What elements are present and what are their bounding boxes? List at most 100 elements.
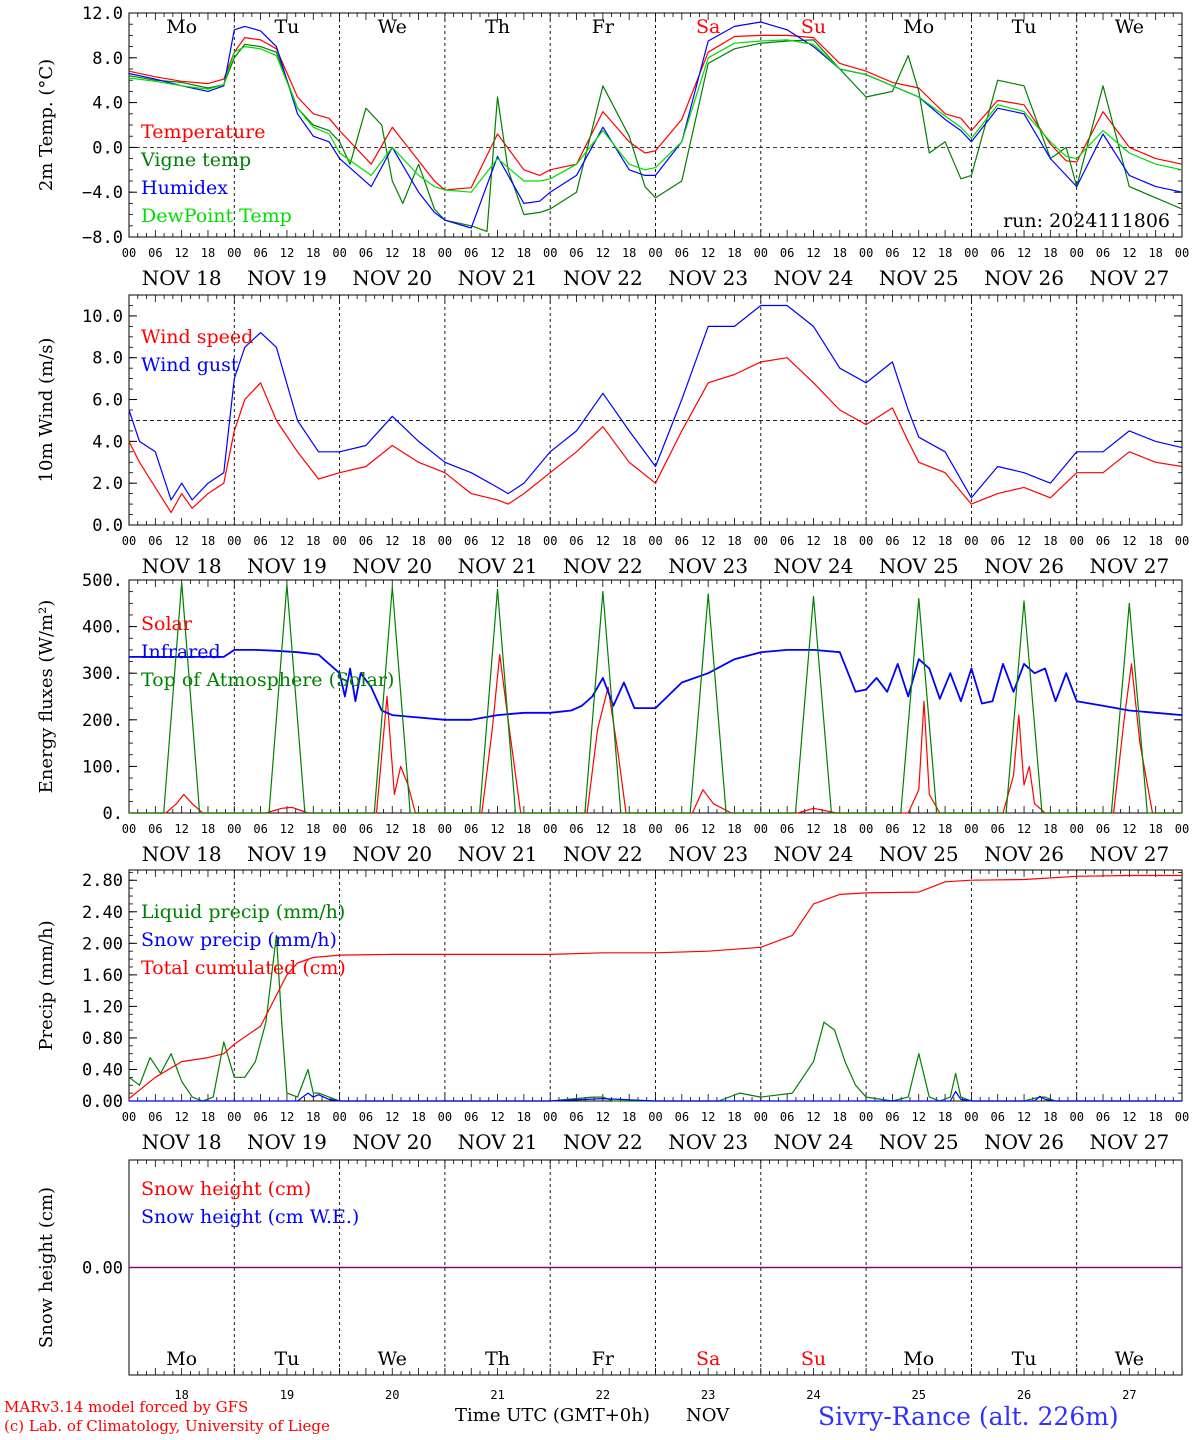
hour-tick-label: 06 <box>464 822 478 836</box>
hour-tick-label: 06 <box>148 534 162 548</box>
hour-tick-label: 06 <box>675 822 689 836</box>
date-label: NOV 20 <box>352 554 432 578</box>
hour-tick-label: 12 <box>280 246 294 260</box>
legend-entry: Top of Atmosphere (Solar) <box>141 669 394 691</box>
hour-tick-label: 12 <box>174 534 188 548</box>
y-tick-label: 10.0 <box>82 307 123 327</box>
hour-tick-label: 06 <box>253 822 267 836</box>
hour-tick-label: 18 <box>727 246 741 260</box>
footer-model-credit: MARv3.14 model forced by GFS <box>4 1398 249 1416</box>
legend-entry: Snow height (cm W.E.) <box>141 1206 359 1228</box>
footer-station-label: Sivry-Rance (alt. 226m) <box>818 1402 1119 1431</box>
hour-tick-label: 12 <box>490 1110 504 1124</box>
hour-tick-label: 12 <box>596 1110 610 1124</box>
hour-tick-label: 00 <box>1175 822 1189 836</box>
y-tick-label: 400. <box>82 618 123 638</box>
hour-tick-label: 18 <box>517 822 531 836</box>
hour-tick-label: 06 <box>359 534 373 548</box>
y-tick-label: 500. <box>82 571 123 591</box>
hour-tick-label: 18 <box>938 534 952 548</box>
hour-tick-label: 00 <box>227 246 241 260</box>
date-label: NOV 24 <box>774 842 854 866</box>
hour-tick-label: 12 <box>701 246 715 260</box>
y-tick-label: 2.00 <box>82 934 123 954</box>
hour-tick-label: 18 <box>1148 822 1162 836</box>
day-number-label: 22 <box>596 1388 610 1402</box>
hour-tick-label: 12 <box>385 534 399 548</box>
hour-tick-label: 00 <box>964 1110 978 1124</box>
hour-tick-label: 18 <box>622 822 636 836</box>
hour-tick-label: 18 <box>1043 1110 1057 1124</box>
day-name-label: Fr <box>592 1348 615 1370</box>
hour-tick-label: 18 <box>727 1110 741 1124</box>
day-name-label: Sa <box>696 16 720 38</box>
legend-entry: DewPoint Temp <box>141 205 292 227</box>
hour-tick-label: 12 <box>912 822 926 836</box>
hour-tick-label: 18 <box>411 822 425 836</box>
y-tick-label: 0.00 <box>82 1259 123 1279</box>
hour-tick-label: 00 <box>543 246 557 260</box>
hour-tick-label: 12 <box>1017 246 1031 260</box>
hour-tick-label: 18 <box>306 534 320 548</box>
hour-tick-label: 06 <box>1096 822 1110 836</box>
hour-tick-label: 18 <box>833 534 847 548</box>
hour-tick-label: 06 <box>780 822 794 836</box>
date-label: NOV 20 <box>352 266 432 290</box>
day-name-label: Tu <box>1012 16 1037 38</box>
series-line <box>128 39 1183 193</box>
hour-tick-label: 12 <box>596 822 610 836</box>
hour-tick-label: 12 <box>912 246 926 260</box>
hour-tick-label: 12 <box>385 246 399 260</box>
series-line <box>128 304 1183 501</box>
hour-tick-label: 06 <box>359 1110 373 1124</box>
hour-tick-label: 12 <box>701 534 715 548</box>
date-label: NOV 21 <box>458 554 538 578</box>
hour-tick-label: 18 <box>201 1110 215 1124</box>
day-name-label: Mo <box>166 1348 197 1370</box>
hour-tick-label: 00 <box>122 1110 136 1124</box>
day-number-label: 23 <box>701 1388 715 1402</box>
date-label: NOV 23 <box>668 554 748 578</box>
date-label: NOV 18 <box>142 842 222 866</box>
legend-entry: Liquid precip (mm/h) <box>141 901 345 923</box>
y-tick-label: 0.00 <box>82 1092 123 1112</box>
y-tick-label: 0. <box>103 804 123 824</box>
hour-tick-label: 00 <box>332 246 346 260</box>
legend-entry: Temperature <box>141 121 265 143</box>
hour-tick-label: 12 <box>1122 246 1136 260</box>
hour-tick-label: 00 <box>543 822 557 836</box>
day-name-label: Mo <box>903 1348 934 1370</box>
hour-tick-label: 12 <box>806 534 820 548</box>
legend-entry: Total cumulated (cm) <box>141 957 346 979</box>
hour-tick-label: 12 <box>806 822 820 836</box>
hour-tick-label: 00 <box>1069 534 1083 548</box>
hour-tick-label: 00 <box>122 822 136 836</box>
hour-tick-label: 06 <box>253 246 267 260</box>
hour-tick-label: 06 <box>675 246 689 260</box>
hour-tick-label: 12 <box>174 1110 188 1124</box>
day-number-label: 27 <box>1122 1388 1136 1402</box>
date-label: NOV 24 <box>774 554 854 578</box>
day-name-label: Tu <box>274 1348 299 1370</box>
date-label: NOV 22 <box>563 842 643 866</box>
hour-tick-label: 12 <box>280 1110 294 1124</box>
hour-tick-label: 00 <box>332 822 346 836</box>
hour-tick-label: 12 <box>174 246 188 260</box>
y-tick-label: 4.0 <box>92 432 123 452</box>
hour-tick-label: 18 <box>411 534 425 548</box>
hour-tick-label: 12 <box>596 246 610 260</box>
hour-tick-label: 06 <box>253 534 267 548</box>
date-label: NOV 21 <box>458 1130 538 1154</box>
date-label: NOV 18 <box>142 554 222 578</box>
legend-entry: Infrared <box>141 641 221 663</box>
legend-entry: Wind gust <box>141 354 239 376</box>
temperature-panel: 12.0 8.0 4.0 0.0 −4.0 −8.0 2m Temp. (°C) 00 06 12… <box>36 4 1189 290</box>
hour-tick-label: 00 <box>859 822 873 836</box>
day-name-label: Th <box>485 16 510 38</box>
hour-tick-label: 06 <box>569 822 583 836</box>
legend-entry: Wind speed <box>141 326 253 348</box>
hour-tick-label: 18 <box>306 246 320 260</box>
date-label: NOV 22 <box>563 554 643 578</box>
y-tick-label: 2.0 <box>92 474 123 494</box>
